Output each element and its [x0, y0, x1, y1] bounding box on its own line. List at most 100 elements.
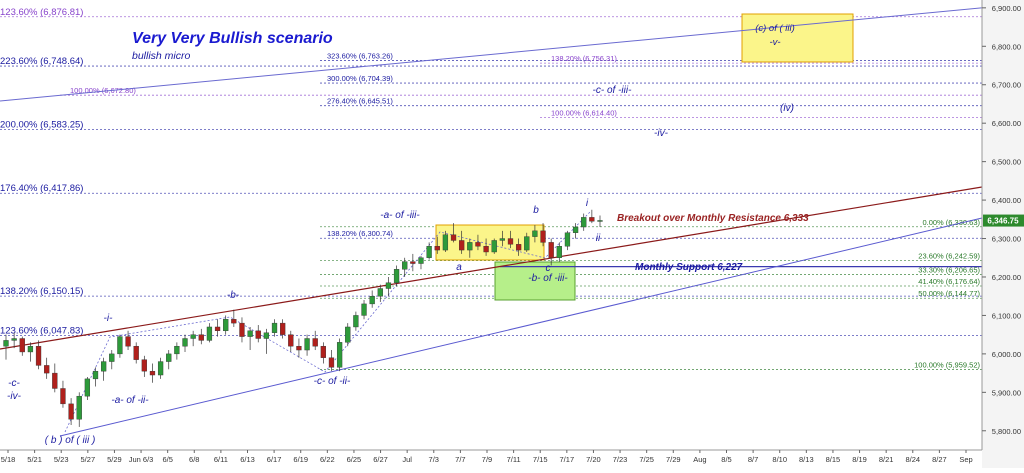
fib-level-label: 0.00% (6,330.63) [922, 218, 980, 227]
resistance-trend-line [0, 186, 983, 350]
candle-body [548, 242, 554, 258]
wave-label: a [456, 262, 462, 273]
x-tick-label: 6/8 [189, 455, 199, 464]
y-tick-label: 5,900.00 [992, 388, 1021, 397]
candle-body [532, 230, 538, 237]
candle-body [247, 330, 253, 337]
candle-body [336, 342, 343, 368]
x-tick-label: 6/27 [373, 455, 388, 464]
x-tick-label: 7/15 [533, 455, 548, 464]
x-tick-label: 5/18 [1, 455, 16, 464]
x-tick-label: 8/7 [748, 455, 758, 464]
fib-level-label: 200.00% (6,583.25) [0, 120, 83, 131]
candle-body [280, 322, 286, 335]
fib-level-label: 323.60% (6,763.26) [327, 51, 393, 60]
x-tick-label: 7/9 [482, 455, 492, 464]
fib-level-label: 138.20% (6,300.74) [327, 229, 393, 238]
candle-body [141, 359, 147, 372]
x-tick-label: 8/27 [932, 455, 947, 464]
candle-body [255, 330, 261, 339]
candle-body [214, 326, 221, 332]
candle-body [198, 334, 204, 341]
candle-body [3, 340, 9, 347]
candle-body [499, 238, 505, 241]
wave-label: c [546, 263, 551, 274]
y-tick-label: 6,300.00 [992, 235, 1021, 244]
wave-label: -c- of -ii- [314, 376, 351, 387]
fib-level-label: 223.60% (6,748.64) [0, 56, 83, 67]
candle-body [353, 315, 359, 328]
candle-body [44, 365, 50, 374]
last-price-label: 6,346.75 [987, 217, 1019, 226]
candle-body [515, 244, 522, 251]
x-tick-label: 6/25 [347, 455, 362, 464]
y-tick-label: 6,600.00 [992, 119, 1021, 128]
wave-label: ii [596, 233, 601, 244]
candle-body [442, 234, 449, 251]
candle-body [418, 257, 424, 264]
chart-subtitle: bullish micro [132, 50, 191, 62]
candle-body [320, 345, 326, 358]
fib-level-label: 300.00% (6,704.39) [327, 74, 393, 83]
candle-body [377, 288, 383, 297]
wave-label: -c- [8, 378, 20, 389]
fib-level-label: 41.40% (6,176.64) [918, 277, 980, 286]
x-tick-label: 8/10 [772, 455, 787, 464]
x-tick-label: 5/27 [81, 455, 96, 464]
wave-label: -a- of -ii- [111, 395, 149, 406]
x-tick-label: 8/5 [721, 455, 731, 464]
candle-body [109, 353, 115, 362]
candle-body [182, 338, 188, 347]
candle-body [125, 336, 131, 347]
candle-body [345, 326, 351, 343]
candle-body [288, 334, 294, 347]
fib-level-label: 176.40% (6,417.86) [0, 183, 83, 194]
fib-level-label: 123.60% (6,876.81) [0, 7, 83, 18]
x-tick-label: 6/13 [240, 455, 255, 464]
candle-body [491, 240, 497, 253]
candle-body [385, 282, 392, 289]
candle-body [589, 217, 595, 222]
candle-body [312, 338, 318, 347]
x-tick-label: 5/29 [107, 455, 122, 464]
candle-body [60, 388, 66, 405]
x-tick-label: 7/20 [586, 455, 601, 464]
candle-body [271, 322, 278, 333]
upper-channel-line [0, 3, 1023, 102]
wave-path [64, 211, 591, 433]
candle-body [35, 345, 42, 366]
candle-body [483, 246, 489, 253]
candle-body [263, 332, 270, 339]
candle-body [174, 345, 180, 355]
wave-label: (c) of ( iii) [755, 23, 795, 34]
y-tick-label: 5,800.00 [992, 427, 1021, 436]
wave-label: -a- of -iii- [380, 210, 420, 221]
candle-body [459, 240, 465, 251]
candle-body [296, 345, 302, 351]
candle-body [564, 232, 571, 247]
last-price-badge [983, 214, 1024, 227]
candle-body [402, 261, 408, 270]
candle-body [11, 338, 17, 341]
x-tick-label: Jul [402, 455, 412, 464]
x-tick-label: 8/24 [905, 455, 920, 464]
x-tick-label: 6/11 [214, 455, 228, 464]
y-axis-panel [982, 0, 1024, 468]
fib-level-label: 50.00% (6,144.77) [918, 289, 980, 298]
candle-body [434, 246, 440, 251]
wave-label: -v- [769, 37, 780, 48]
x-tick-label: 6/17 [267, 455, 282, 464]
x-tick-label: 7/23 [613, 455, 628, 464]
wave-label: -i- [104, 313, 114, 324]
y-tick-label: 6,200.00 [992, 273, 1021, 282]
candle-body [206, 326, 213, 341]
x-tick-label: 8/13 [799, 455, 814, 464]
chart-title: Very Very Bullish scenario [132, 30, 333, 47]
candle-body [166, 353, 172, 362]
candle-body [92, 370, 99, 380]
support-annotation: Monthly Support 6,227 [635, 262, 743, 273]
candle-body [361, 303, 367, 316]
candle-body [231, 319, 237, 324]
x-tick-label: 5/21 [27, 455, 42, 464]
